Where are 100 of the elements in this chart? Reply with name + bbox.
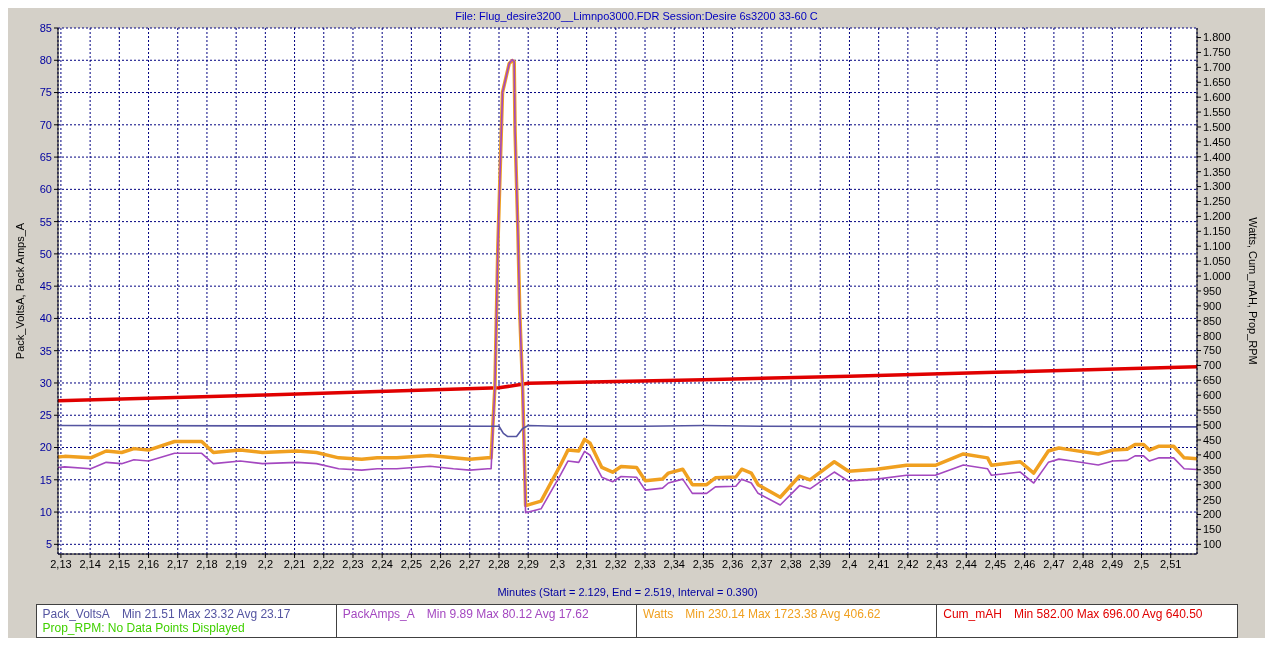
y-tick-label: 45	[39, 280, 52, 293]
y2-tick-label: 1.750	[1203, 46, 1231, 59]
y-tick-label: 35	[39, 344, 52, 357]
x-tick-label: 2,43	[926, 557, 948, 570]
y2-tick-label: 100	[1203, 538, 1222, 551]
x-tick-label: 2,46	[1013, 557, 1036, 570]
y2-tick-label: 850	[1203, 314, 1222, 327]
x-tick-label: 2,13	[50, 557, 72, 570]
y2-tick-label: 300	[1203, 478, 1222, 491]
y-tick-label: 30	[39, 376, 52, 389]
y2-tick-label: 150	[1203, 523, 1222, 536]
y-tick-label: 50	[39, 247, 52, 260]
text: Min 9.89 Max 80.12 Avg 17.62	[426, 607, 589, 621]
x-tick-label: 2,35	[692, 557, 715, 570]
x-tick-label: 2,49	[1101, 557, 1124, 570]
x-tick-label: 2,32	[605, 557, 627, 570]
x-tick-label: 2,34	[663, 557, 685, 570]
x-tick-label: 2,36	[721, 557, 744, 570]
y-tick-label: 85	[39, 21, 52, 34]
y2-tick-label: 1.650	[1203, 76, 1231, 89]
y2-tick-label: 1.600	[1203, 91, 1231, 104]
y2-tick-label: 250	[1203, 493, 1222, 506]
x-tick-label: 2,3	[549, 557, 566, 570]
text: Pack_VoltsA	[42, 607, 110, 621]
x-tick-label: 2,29	[517, 557, 539, 570]
y2-tick-label: 1.250	[1203, 195, 1231, 208]
x-tick-label: 2,2	[257, 557, 273, 570]
x-tick-label: 2,24	[371, 557, 393, 570]
y2-tick-label: 1.800	[1203, 31, 1231, 44]
y2-tick-label: 650	[1203, 374, 1222, 387]
y2-tick-label: 1.050	[1203, 255, 1231, 268]
y2-tick-label: 400	[1203, 448, 1222, 461]
y2-tick-label: 800	[1203, 329, 1222, 342]
y-tick-label: 10	[39, 505, 52, 518]
y-tick-label: 15	[39, 473, 52, 486]
text: Prop_RPM: No Data Points Displayed	[42, 621, 246, 635]
text: Cum_mAH	[943, 607, 1002, 621]
text: Min 230.14 Max 1723.38 Avg 406.62	[685, 607, 881, 621]
line-series	[58, 424, 1197, 438]
text: Min 21.51 Max 23.32 Avg 23.17	[121, 607, 291, 621]
y2-tick-label: 700	[1203, 359, 1222, 372]
x-tick-label: 2,15	[108, 557, 131, 570]
y2-tick-label: 200	[1203, 508, 1222, 521]
y-tick-label: 40	[39, 312, 52, 325]
x-tick-label: 2,21	[283, 557, 306, 570]
x-tick-label: 2,44	[955, 557, 977, 570]
x-tick-label: 2,14	[79, 557, 101, 570]
x-tick-label: 2,38	[780, 557, 802, 570]
chart-title: File: Flug_desire3200__Limnpo3000.FDR Session:Desire 6s3200 33-60 C	[455, 10, 818, 22]
x-tick-label: 2,5	[1133, 557, 1150, 570]
y-tick-label: 5	[45, 538, 52, 551]
y2-tick-label: 500	[1203, 418, 1222, 431]
y2-tick-label: 1.100	[1203, 240, 1231, 253]
x-tick-label: 2,25	[400, 557, 423, 570]
text: PackAmps_A	[342, 607, 415, 621]
x-tick-label: 2,16	[137, 557, 160, 570]
x-tick-label: 2,51	[1160, 557, 1182, 570]
y2-tick-label: 450	[1203, 433, 1222, 446]
x-tick-label: 2,23	[342, 557, 364, 570]
y2-tick-label: 550	[1203, 404, 1222, 417]
y2-tick-label: 1.150	[1203, 225, 1231, 238]
y2-tick-label: 900	[1203, 299, 1222, 312]
line-series	[58, 364, 1197, 403]
x-tick-label: 2,17	[167, 557, 189, 570]
y2-tick-label: 1.400	[1203, 150, 1231, 163]
y-tick-label: 65	[39, 150, 52, 163]
y-tick-label: 60	[39, 183, 52, 196]
x-tick-label: 2,31	[575, 557, 598, 570]
x-tick-label: 2,47	[1043, 557, 1065, 570]
text: Min 582.00 Max 696.00 Avg 640.50	[1013, 607, 1203, 621]
y-tick-label: 70	[39, 118, 52, 131]
y2-tick-label: 750	[1203, 344, 1222, 357]
x-tick-label: 2,48	[1072, 557, 1094, 570]
x-axis-title: Minutes (Start = 2.129, End = 2.519, Interval = 0.390)	[497, 586, 758, 598]
x-tick-label: 2,37	[751, 557, 773, 570]
y-tick-label: 25	[39, 409, 52, 422]
y-tick-label: 75	[39, 86, 52, 99]
y2-tick-label: 1.350	[1203, 165, 1231, 178]
x-tick-label: 2,41	[867, 557, 890, 570]
y2-tick-label: 1.500	[1203, 120, 1231, 133]
x-tick-label: 2,28	[488, 557, 510, 570]
x-tick-label: 2,27	[459, 557, 481, 570]
x-tick-label: 2,4	[841, 557, 858, 570]
y2-tick-label: 950	[1203, 284, 1222, 297]
x-tick-label: 2,22	[313, 557, 335, 570]
y-tick-label: 55	[39, 215, 52, 228]
y2-tick-label: 1.700	[1203, 61, 1231, 74]
y2-tick-label: 1.450	[1203, 135, 1231, 148]
x-tick-label: 2,45	[984, 557, 1007, 570]
y2-tick-label: 600	[1203, 389, 1222, 402]
text: Watts	[643, 607, 674, 621]
y-tick-label: 80	[39, 54, 52, 67]
y2-tick-label: 1.550	[1203, 105, 1231, 118]
x-tick-label: 2,18	[196, 557, 218, 570]
y-axis-title: Pack_VoltsA, Pack Amps_A	[13, 222, 26, 360]
x-tick-label: 2,33	[634, 557, 656, 570]
x-tick-label: 2,26	[429, 557, 452, 570]
x-tick-label: 2,19	[225, 557, 247, 570]
y2-axis-title: Watts, Cum_mAH, Prop_RPM	[1247, 217, 1260, 365]
y2-tick-label: 1.000	[1203, 269, 1231, 282]
